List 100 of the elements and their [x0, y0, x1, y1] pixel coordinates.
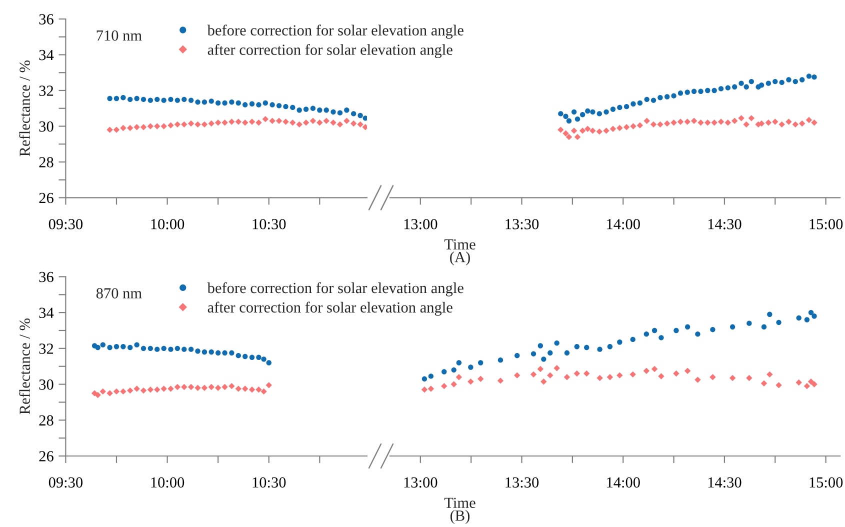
- point: [563, 114, 568, 119]
- point: [127, 124, 134, 132]
- point: [530, 351, 536, 356]
- point: [558, 111, 564, 116]
- point: [574, 344, 580, 350]
- point: [610, 106, 616, 112]
- point: [441, 382, 448, 390]
- point: [738, 115, 744, 122]
- point: [808, 378, 814, 385]
- point: [804, 317, 810, 322]
- point: [106, 126, 113, 133]
- point: [574, 134, 581, 140]
- point: [100, 342, 106, 348]
- point: [113, 388, 120, 395]
- y-axis-title: Reflectance / %: [19, 60, 30, 156]
- point: [606, 374, 614, 380]
- point: [554, 340, 560, 346]
- point: [182, 346, 187, 352]
- point: [256, 120, 262, 126]
- point: [765, 120, 772, 126]
- x-tick-label: 10:30: [252, 477, 286, 488]
- point: [188, 384, 194, 390]
- point: [120, 388, 126, 395]
- point: [644, 96, 650, 102]
- point: [566, 118, 572, 124]
- point: [222, 384, 228, 390]
- point: [804, 382, 810, 390]
- point: [779, 80, 784, 86]
- point: [188, 120, 194, 127]
- point: [547, 372, 554, 378]
- x-tick-label: 15:00: [810, 477, 843, 488]
- x-tick-label: 14:00: [607, 477, 640, 488]
- point: [140, 96, 146, 102]
- point: [358, 112, 363, 118]
- point: [214, 120, 222, 126]
- point: [498, 357, 504, 363]
- point: [456, 360, 462, 366]
- point: [330, 109, 336, 115]
- point: [310, 106, 316, 111]
- point: [670, 120, 677, 126]
- point: [256, 386, 262, 393]
- x-tick-label: 13:30: [506, 218, 539, 230]
- x-tick-label: 14:30: [708, 477, 742, 488]
- y-axis-title: Reflectance / %: [19, 318, 30, 414]
- point: [596, 128, 602, 135]
- point: [570, 128, 578, 134]
- point: [623, 124, 630, 130]
- point: [229, 99, 234, 105]
- point: [134, 96, 140, 102]
- point: [154, 96, 160, 102]
- y-tick-label: 32: [39, 344, 54, 354]
- point: [562, 130, 569, 136]
- point: [290, 120, 296, 126]
- point: [174, 98, 180, 103]
- point: [229, 350, 234, 356]
- point: [596, 374, 603, 382]
- point: [168, 346, 174, 352]
- point: [540, 378, 547, 385]
- point: [617, 340, 622, 345]
- point: [148, 98, 154, 103]
- point: [514, 372, 520, 378]
- point: [174, 384, 181, 390]
- point: [194, 121, 201, 128]
- point: [202, 99, 208, 105]
- y-tick-label: 28: [39, 157, 54, 168]
- x-tick-label: 13:00: [404, 477, 438, 488]
- point: [710, 374, 716, 380]
- point: [558, 126, 564, 133]
- point: [584, 370, 590, 377]
- x-axis-title: Time: [444, 498, 476, 508]
- point: [181, 384, 188, 390]
- point: [743, 121, 750, 128]
- point: [766, 371, 773, 378]
- point: [597, 346, 602, 352]
- point: [236, 100, 241, 106]
- point: [651, 366, 658, 372]
- point: [468, 364, 474, 370]
- x-tick-label: 09:30: [48, 218, 83, 230]
- point: [808, 310, 814, 316]
- point: [580, 112, 586, 118]
- point: [290, 104, 296, 110]
- point: [748, 78, 754, 84]
- point: [690, 118, 698, 124]
- point: [684, 118, 690, 125]
- point: [811, 381, 818, 388]
- point: [786, 77, 792, 82]
- point: [630, 371, 636, 378]
- point: [208, 120, 214, 127]
- point: [772, 78, 778, 84]
- point: [261, 356, 266, 362]
- point: [732, 84, 738, 90]
- point: [792, 78, 798, 84]
- point: [456, 374, 462, 380]
- point: [276, 103, 282, 108]
- point: [154, 123, 160, 130]
- point: [812, 314, 817, 319]
- point: [114, 96, 120, 102]
- point: [215, 100, 221, 106]
- y-tick-label: 28: [39, 415, 54, 426]
- point: [637, 100, 643, 106]
